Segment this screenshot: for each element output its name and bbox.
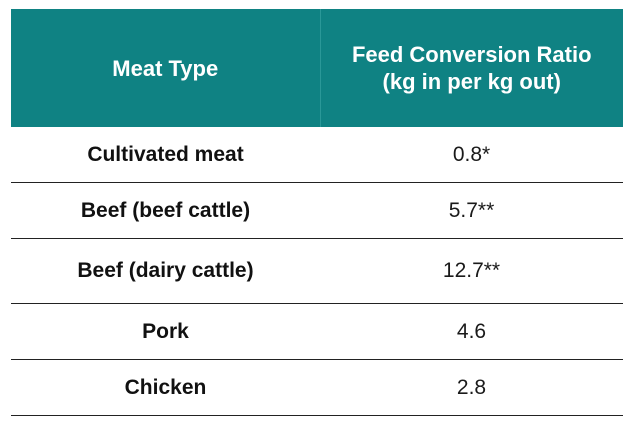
fcr-value-cell: 0.8* <box>320 127 623 183</box>
feed-conversion-table: Meat Type Feed Conversion Ratio (kg in p… <box>11 9 623 416</box>
meat-type-cell: Beef (beef cattle) <box>11 182 320 239</box>
table-row: Chicken 2.8 <box>11 359 623 416</box>
table-row: Pork 4.6 <box>11 303 623 360</box>
table-row: Cultivated meat 0.8* <box>11 127 623 183</box>
meat-type-cell: Beef (dairy cattle) <box>11 238 320 304</box>
fcr-value-cell: 2.8 <box>320 359 623 416</box>
meat-type-cell: Cultivated meat <box>11 127 320 183</box>
table-header: Meat Type Feed Conversion Ratio (kg in p… <box>11 9 623 127</box>
table-body: Cultivated meat 0.8* Beef (beef cattle) … <box>11 127 623 416</box>
fcr-value-cell: 5.7** <box>320 182 623 239</box>
fcr-value-cell: 4.6 <box>320 303 623 360</box>
header-meat-type: Meat Type <box>11 9 320 127</box>
header-feed-conversion-ratio: Feed Conversion Ratio (kg in per kg out) <box>319 9 623 127</box>
table-row: Beef (dairy cattle) 12.7** <box>11 238 623 304</box>
feed-conversion-table-container: Meat Type Feed Conversion Ratio (kg in p… <box>11 9 623 416</box>
meat-type-cell: Pork <box>11 303 320 360</box>
fcr-value-cell: 12.7** <box>320 238 623 304</box>
meat-type-cell: Chicken <box>11 359 320 416</box>
table-row: Beef (beef cattle) 5.7** <box>11 182 623 239</box>
header-row: Meat Type Feed Conversion Ratio (kg in p… <box>11 9 623 127</box>
